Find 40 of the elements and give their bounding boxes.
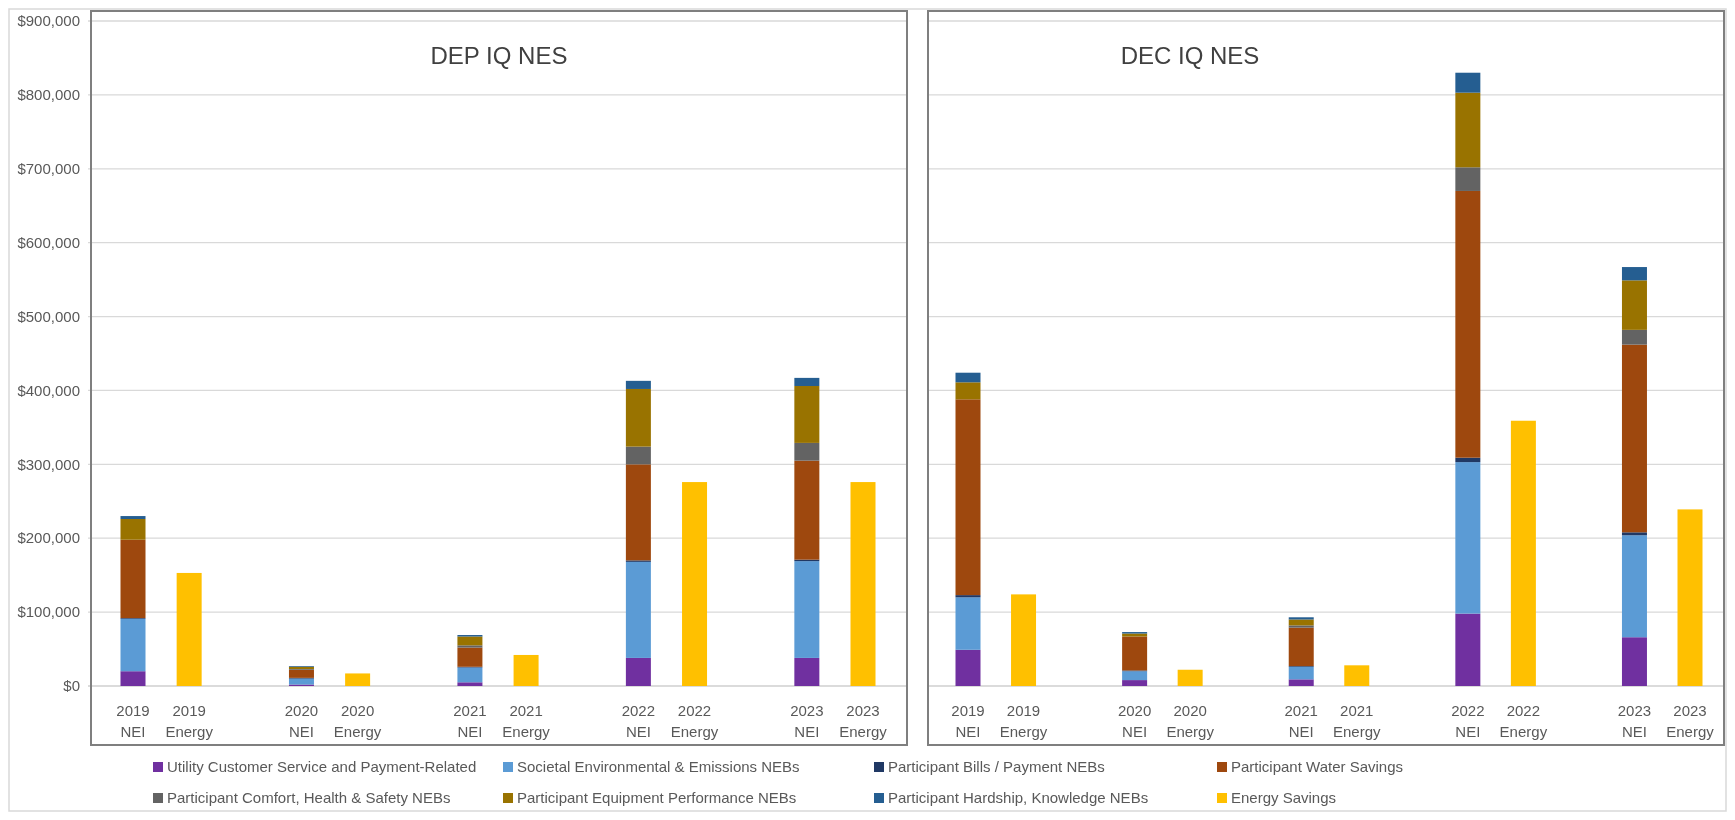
x-tick-label: 2023 Energy: [839, 702, 888, 740]
x-tick-label: 2021 NEI: [1284, 702, 1318, 740]
x-tick-label: 2019 NEI: [951, 702, 985, 740]
legend-label: Participant Comfort, Health & Safety NEBs: [167, 789, 451, 807]
text: DEC IQ NES: [1120, 42, 1260, 69]
x-tick-label: 2022 NEI: [1451, 702, 1485, 740]
y-tick-label: $700,000: [17, 160, 80, 178]
x-tick-label: 2023 NEI: [1617, 702, 1652, 740]
y-tick-label: $0: [63, 677, 80, 695]
x-tick-label: 2021 NEI: [453, 702, 487, 740]
text: DEP IQ NES: [430, 42, 568, 69]
y-tick-label: $300,000: [17, 455, 80, 473]
x-tick-label: 2023 Energy: [1666, 702, 1715, 740]
x-tick-label: 2020 Energy: [1166, 702, 1215, 740]
x-tick-label: 2021 Energy: [1333, 702, 1382, 740]
y-tick-label: $600,000: [17, 233, 80, 251]
y-tick-label: $200,000: [17, 529, 80, 547]
legend-label: Participant Bills / Payment NEBs: [888, 758, 1105, 776]
legend-label: Participant Hardship, Knowledge NEBs: [888, 789, 1149, 807]
x-tick-label: 2022 Energy: [1499, 702, 1548, 740]
y-tick-label: $100,000: [17, 603, 80, 621]
x-tick-label: 2023 NEI: [790, 702, 824, 740]
legend-label: Participant Equipment Performance NEBs: [517, 789, 797, 807]
x-tick-label: 2021 Energy: [502, 702, 551, 740]
legend-label: Utility Customer Service and Payment-Related: [167, 758, 477, 776]
y-tick-label: $400,000: [17, 381, 80, 399]
x-tick-label: 2022 NEI: [621, 702, 656, 740]
legend-label: Participant Water Savings: [1231, 758, 1404, 776]
x-tick-label: 2019 Energy: [165, 702, 214, 740]
y-tick-label: $500,000: [17, 307, 80, 325]
y-tick-label: $900,000: [17, 12, 80, 30]
x-tick-label: 2022 Energy: [670, 702, 719, 740]
x-tick-label: 2019 NEI: [116, 702, 150, 740]
x-tick-label: 2019 Energy: [999, 702, 1048, 740]
legend-label: Energy Savings: [1231, 789, 1337, 807]
x-tick-label: 2020 NEI: [284, 702, 319, 740]
x-tick-label: 2020 Energy: [333, 702, 382, 740]
x-tick-label: 2020 NEI: [1117, 702, 1152, 740]
y-tick-label: $800,000: [17, 86, 80, 104]
legend-label: Societal Environmental & Emissions NEBs: [517, 758, 800, 776]
